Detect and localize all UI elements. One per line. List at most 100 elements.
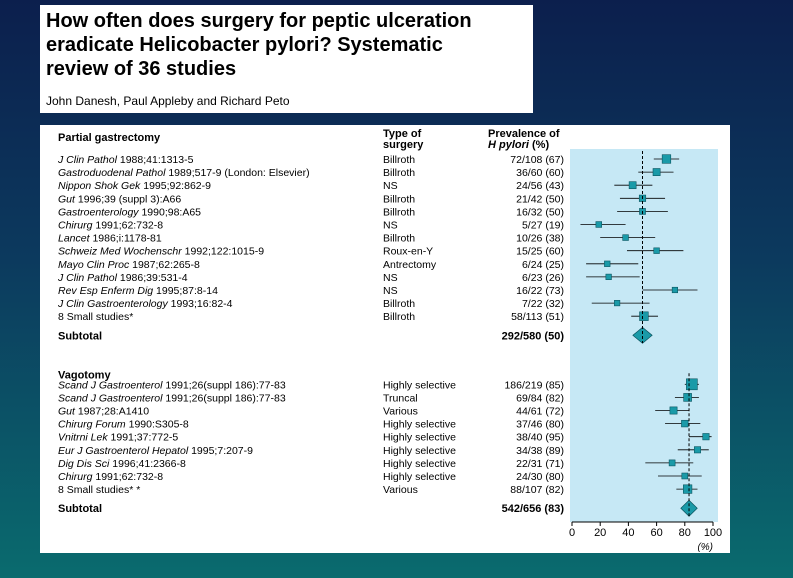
title-line: review of 36 studies <box>46 58 237 80</box>
study-marker <box>604 260 611 267</box>
study-marker <box>653 247 660 254</box>
study-label: Lancet 1986;i:1178-81 <box>58 233 162 245</box>
title-line: How often does surgery for peptic ulcera… <box>46 10 472 32</box>
surgery-type: NS <box>383 285 398 297</box>
prevalence-value: 24/30 (80) <box>516 471 564 483</box>
study-marker <box>683 484 693 494</box>
subtotal-value: 542/656 (83) <box>502 503 565 515</box>
surgery-type: Highly selective <box>383 419 456 431</box>
group-header: Vagotomy <box>58 369 111 381</box>
study-marker <box>694 446 701 454</box>
surgery-type: Billroth <box>383 154 415 166</box>
surgery-type: Billroth <box>383 206 415 218</box>
study-marker <box>661 154 672 164</box>
study-marker <box>595 221 602 228</box>
prevalence-value: 24/56 (43) <box>516 180 564 192</box>
prevalence-value: 38/40 (95) <box>516 432 564 444</box>
surgery-type: NS <box>383 220 398 232</box>
study-label: Chirurg 1991;62:732-8 <box>58 220 163 232</box>
study-label: J Clin Pathol 1988;41:1313-5 <box>57 154 194 166</box>
study-label: 8 Small studies* <box>58 311 133 323</box>
group-header: Partial gastrectomy <box>58 132 161 144</box>
prevalence-value: 6/23 (26) <box>522 272 564 284</box>
study-label: Gut 1987;28:A1410 <box>58 406 149 418</box>
title-box: How often does surgery for peptic ulcera… <box>40 5 533 113</box>
surgery-type: Billroth <box>383 167 415 179</box>
study-label: Gut 1996;39 (suppl 3):A66 <box>58 193 181 205</box>
slide-title: How often does surgery for peptic ulcera… <box>46 9 527 81</box>
study-marker <box>671 286 678 294</box>
column-header-surgery: surgery <box>383 139 424 151</box>
surgery-type: Truncal <box>383 392 418 404</box>
subtotal-value: 292/580 (50) <box>502 330 565 342</box>
column-header-surgery: Type of <box>383 128 422 140</box>
surgery-type: Highly selective <box>383 379 456 391</box>
prevalence-value: 186/219 (85) <box>504 379 564 391</box>
surgery-type: NS <box>383 180 398 192</box>
study-marker <box>614 300 621 307</box>
prevalence-value: 16/32 (50) <box>516 206 564 218</box>
surgery-type: Billroth <box>383 298 415 310</box>
study-marker <box>668 459 676 467</box>
surgery-type: NS <box>383 272 398 284</box>
prevalence-value: 15/25 (60) <box>516 246 564 258</box>
surgery-type: Roux-en-Y <box>383 246 433 258</box>
study-label: Gastroduodenal Pathol 1989;517-9 (London… <box>58 167 310 179</box>
study-marker <box>681 472 689 480</box>
x-tick-label: 20 <box>594 527 606 539</box>
x-tick-label: 0 <box>569 527 575 539</box>
prevalence-value: 69/84 (82) <box>516 392 564 404</box>
title-line: eradicate Helicobacter pylori? Systemati… <box>46 34 443 56</box>
study-label: Schweiz Med Wochenschr 1992;122:1015-9 <box>58 246 264 258</box>
subtotal-label: Subtotal <box>58 503 102 515</box>
study-marker <box>639 311 649 321</box>
prevalence-value: 44/61 (72) <box>516 406 564 418</box>
authors: John Danesh, Paul Appleby and Richard Pe… <box>46 94 290 108</box>
study-label: Chirurg Forum 1990:S305-8 <box>58 419 189 431</box>
study-label: Chirurg 1991;62:732-8 <box>58 471 163 483</box>
study-label: Vnitrni Lek 1991;37:772-5 <box>58 432 178 444</box>
subtotal-label: Subtotal <box>58 330 102 342</box>
surgery-type: Highly selective <box>383 445 456 457</box>
surgery-type: Highly selective <box>383 432 456 444</box>
prevalence-value: 58/113 (51) <box>511 311 564 323</box>
study-label: Eur J Gastroenterol Hepatol 1995;7:207-9 <box>58 445 253 457</box>
surgery-type: Billroth <box>383 311 415 323</box>
study-label: J Clin Pathol 1986;39:531-4 <box>57 272 188 284</box>
study-marker <box>686 378 698 391</box>
study-marker <box>628 181 637 190</box>
prevalence-value: 7/22 (32) <box>522 298 564 310</box>
prevalence-value: 72/108 (67) <box>510 154 564 166</box>
study-marker <box>622 234 629 241</box>
prevalence-value: 34/38 (89) <box>516 445 564 457</box>
study-label: J Clin Gastroenterology 1993;16:82-4 <box>57 298 233 310</box>
prevalence-value: 88/107 (82) <box>510 484 564 496</box>
prevalence-value: 22/31 (71) <box>516 458 564 470</box>
study-label: Scand J Gastroenterol 1991;26(suppl 186)… <box>58 392 286 404</box>
prevalence-value: 10/26 (38) <box>516 233 564 245</box>
x-axis-label: (%) <box>697 542 713 553</box>
surgery-type: Antrectomy <box>383 259 437 271</box>
study-marker <box>702 433 710 441</box>
prevalence-value: 16/22 (73) <box>516 285 564 297</box>
study-label: Mayo Clin Proc 1987;62:265-8 <box>58 259 200 271</box>
surgery-type: Highly selective <box>383 471 456 483</box>
study-label: Scand J Gastroenterol 1991;26(suppl 186)… <box>58 379 286 391</box>
prevalence-value: 36/60 (60) <box>516 167 564 179</box>
subtotal-diamond <box>680 499 698 517</box>
surgery-type: Various <box>383 484 418 496</box>
surgery-type: Billroth <box>383 233 415 245</box>
prevalence-value: 6/24 (25) <box>522 259 564 271</box>
study-label: Nippon Shok Gek 1995;92:862-9 <box>58 180 211 192</box>
x-tick-label: 80 <box>679 527 691 539</box>
prevalence-value: 21/42 (50) <box>516 193 564 205</box>
study-label: 8 Small studies* * <box>58 484 140 496</box>
study-marker <box>605 273 612 280</box>
x-tick-label: 60 <box>650 527 662 539</box>
prevalence-value: 5/27 (19) <box>522 220 564 232</box>
study-marker <box>681 419 689 428</box>
forest-plot-figure: Partial gastrectomy Type of surgery Prevale… <box>40 125 730 553</box>
study-label: Rev Esp Enferm Dig 1995;87:8-14 <box>58 285 218 297</box>
column-header-prevalence: Prevalence of <box>488 128 560 140</box>
